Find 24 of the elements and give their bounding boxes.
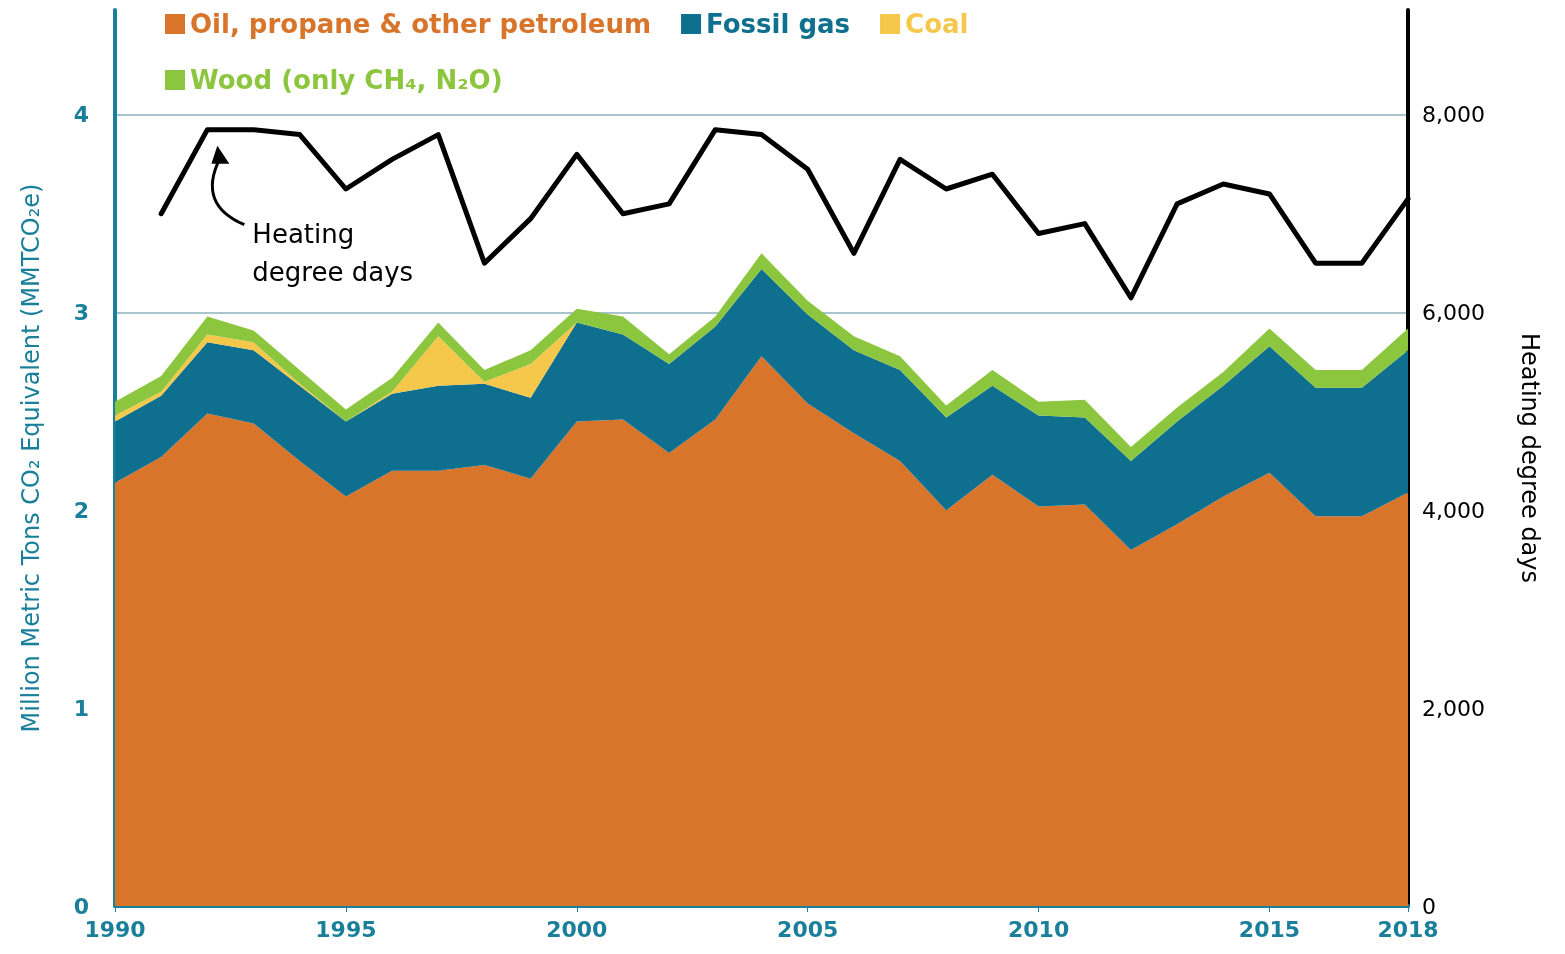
- text: Heating degree days: [252, 218, 414, 287]
- x-tick-label: 2000: [546, 916, 608, 942]
- y-tick-label: 2: [73, 497, 89, 523]
- y2-tick-label: 4,000: [1422, 497, 1485, 523]
- y-tick-label: 3: [73, 300, 89, 326]
- y2-tick-label: 8,000: [1422, 102, 1485, 128]
- y-tick-label: 4: [73, 102, 89, 128]
- y2-tick-label: 0: [1422, 893, 1436, 919]
- x-tick-label: 1995: [315, 916, 377, 942]
- x-tick-label: 2010: [1007, 916, 1070, 942]
- y-tick-label: 0: [73, 893, 89, 919]
- y2-tick-label: 6,000: [1422, 300, 1485, 326]
- legend-label: Coal: [905, 9, 969, 39]
- x-tick-label: 2018: [1377, 916, 1439, 942]
- legend-label: Wood (only CH₄, N₂O): [190, 65, 503, 95]
- legend-label: Fossil gas: [706, 9, 851, 39]
- y2-tick-label: 2,000: [1422, 695, 1485, 721]
- x-tick-label: 2005: [777, 916, 839, 942]
- x-tick-label: 2015: [1238, 916, 1301, 942]
- y2-axis-title: Heating degree days: [1516, 332, 1544, 584]
- legend-label: Oil, propane & other petroleum: [190, 9, 652, 39]
- y-tick-label: 1: [73, 695, 89, 721]
- y-axis-title: Million Metric Tons CO₂ Equivalent (MMTCO₂e): [17, 183, 45, 733]
- x-tick-label: 1990: [84, 916, 146, 942]
